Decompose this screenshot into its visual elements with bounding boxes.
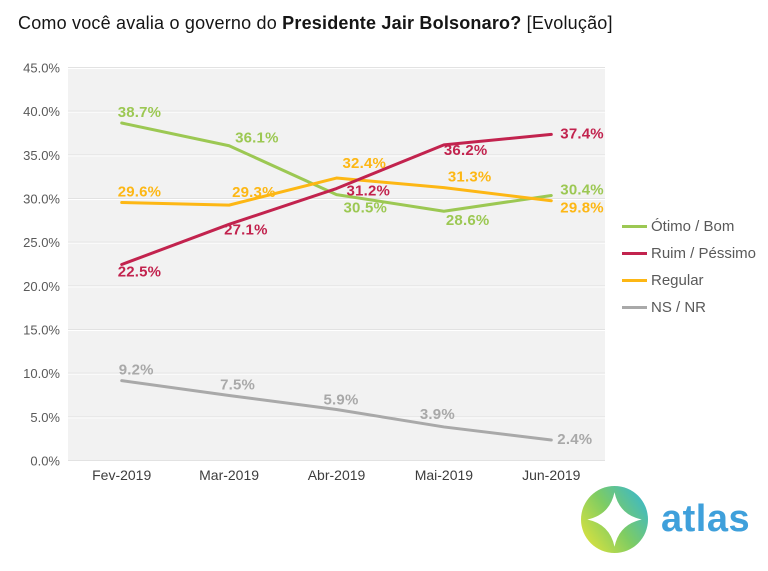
value-label-ns-nr-mar-2019: 7.5% bbox=[220, 377, 255, 394]
legend-swatch-ns-nr bbox=[622, 306, 647, 309]
value-label-regular-mar-2019: 29.3% bbox=[232, 184, 276, 201]
legend-swatch-regular bbox=[622, 279, 647, 282]
y-axis-tick-label: 0.0% bbox=[30, 454, 60, 469]
atlas-logo-text: atlas bbox=[661, 498, 751, 540]
value-label-otimo-bom-abr-2019: 30.5% bbox=[344, 200, 388, 217]
value-label-ruim-pessimo-mar-2019: 27.1% bbox=[224, 221, 268, 238]
series-line-otimo-bom bbox=[120, 121, 553, 213]
legend-label: Ruim / Péssimo bbox=[651, 245, 757, 262]
value-label-ns-nr-fev-2019: 9.2% bbox=[119, 362, 154, 379]
atlas-logo-mark bbox=[581, 486, 648, 553]
legend-label: Regular bbox=[651, 272, 704, 289]
y-axis-tick-label: 5.0% bbox=[30, 410, 60, 425]
value-label-regular-mai-2019: 31.3% bbox=[448, 169, 492, 186]
y-axis-tick-label: 10.0% bbox=[23, 366, 60, 381]
value-label-regular-abr-2019: 32.4% bbox=[343, 155, 387, 172]
value-label-ns-nr-abr-2019: 5.9% bbox=[324, 391, 359, 408]
value-label-otimo-bom-mai-2019: 28.6% bbox=[446, 212, 490, 229]
legend-swatch-ruim-pessimo bbox=[622, 252, 647, 255]
legend-item-ruim-pessimo: Ruim / Péssimo bbox=[622, 240, 756, 267]
legend-swatch-otimo-bom bbox=[622, 225, 647, 228]
value-label-ruim-pessimo-abr-2019: 31.2% bbox=[347, 183, 391, 200]
chart-title: Como você avalia o governo do Presidente… bbox=[18, 13, 613, 34]
x-axis-tick-label-abr-2019: Abr-2019 bbox=[308, 467, 366, 483]
legend-item-regular: Regular bbox=[622, 267, 756, 294]
atlas-logo: atlas bbox=[581, 486, 750, 553]
title-suffix: [Evolução] bbox=[521, 13, 613, 33]
y-axis-tick-label: 15.0% bbox=[23, 323, 60, 338]
x-axis-tick-label-mai-2019: Mai-2019 bbox=[415, 467, 474, 483]
title-prefix: Como você avalia o governo do bbox=[18, 13, 283, 33]
y-axis-tick-label: 35.0% bbox=[23, 148, 60, 163]
value-label-ns-nr-jun-2019: 2.4% bbox=[557, 431, 592, 448]
value-label-regular-jun-2019: 29.8% bbox=[560, 200, 604, 217]
series-line-regular bbox=[120, 176, 553, 207]
legend-item-otimo-bom: Ótimo / Bom bbox=[622, 213, 756, 240]
legend-item-ns-nr: NS / NR bbox=[622, 294, 756, 321]
y-axis-tick-label: 25.0% bbox=[23, 235, 60, 250]
y-axis-tick-label: 40.0% bbox=[23, 104, 60, 119]
value-label-ns-nr-mai-2019: 3.9% bbox=[420, 406, 455, 423]
x-axis-tick-label-mar-2019: Mar-2019 bbox=[199, 467, 259, 483]
x-axis-tick-label-jun-2019: Jun-2019 bbox=[522, 467, 581, 483]
plot-area bbox=[68, 68, 605, 461]
x-axis-tick-label-fev-2019: Fev-2019 bbox=[92, 467, 151, 483]
value-label-otimo-bom-fev-2019: 38.7% bbox=[118, 104, 162, 121]
title-emphasis: Presidente Jair Bolsonaro? bbox=[282, 13, 522, 33]
legend-label: Ótimo / Bom bbox=[651, 218, 735, 235]
y-axis-tick-label: 45.0% bbox=[23, 61, 60, 76]
value-label-otimo-bom-jun-2019: 30.4% bbox=[560, 182, 604, 199]
value-label-ruim-pessimo-fev-2019: 22.5% bbox=[118, 264, 162, 281]
value-label-ruim-pessimo-mai-2019: 36.2% bbox=[444, 142, 488, 159]
series-line-ns-nr bbox=[120, 379, 553, 442]
legend-label: NS / NR bbox=[651, 299, 707, 316]
chart-legend: Ótimo / Bom Ruim / Péssimo Regular NS / … bbox=[622, 213, 756, 321]
y-axis-tick-label: 30.0% bbox=[23, 192, 60, 207]
y-axis-tick-label: 20.0% bbox=[23, 279, 60, 294]
value-label-otimo-bom-mar-2019: 36.1% bbox=[235, 130, 279, 147]
series-line-ruim-pessimo bbox=[120, 132, 553, 266]
compass-star-icon bbox=[587, 492, 642, 547]
value-label-regular-fev-2019: 29.6% bbox=[118, 183, 162, 200]
value-label-ruim-pessimo-jun-2019: 37.4% bbox=[560, 125, 604, 142]
